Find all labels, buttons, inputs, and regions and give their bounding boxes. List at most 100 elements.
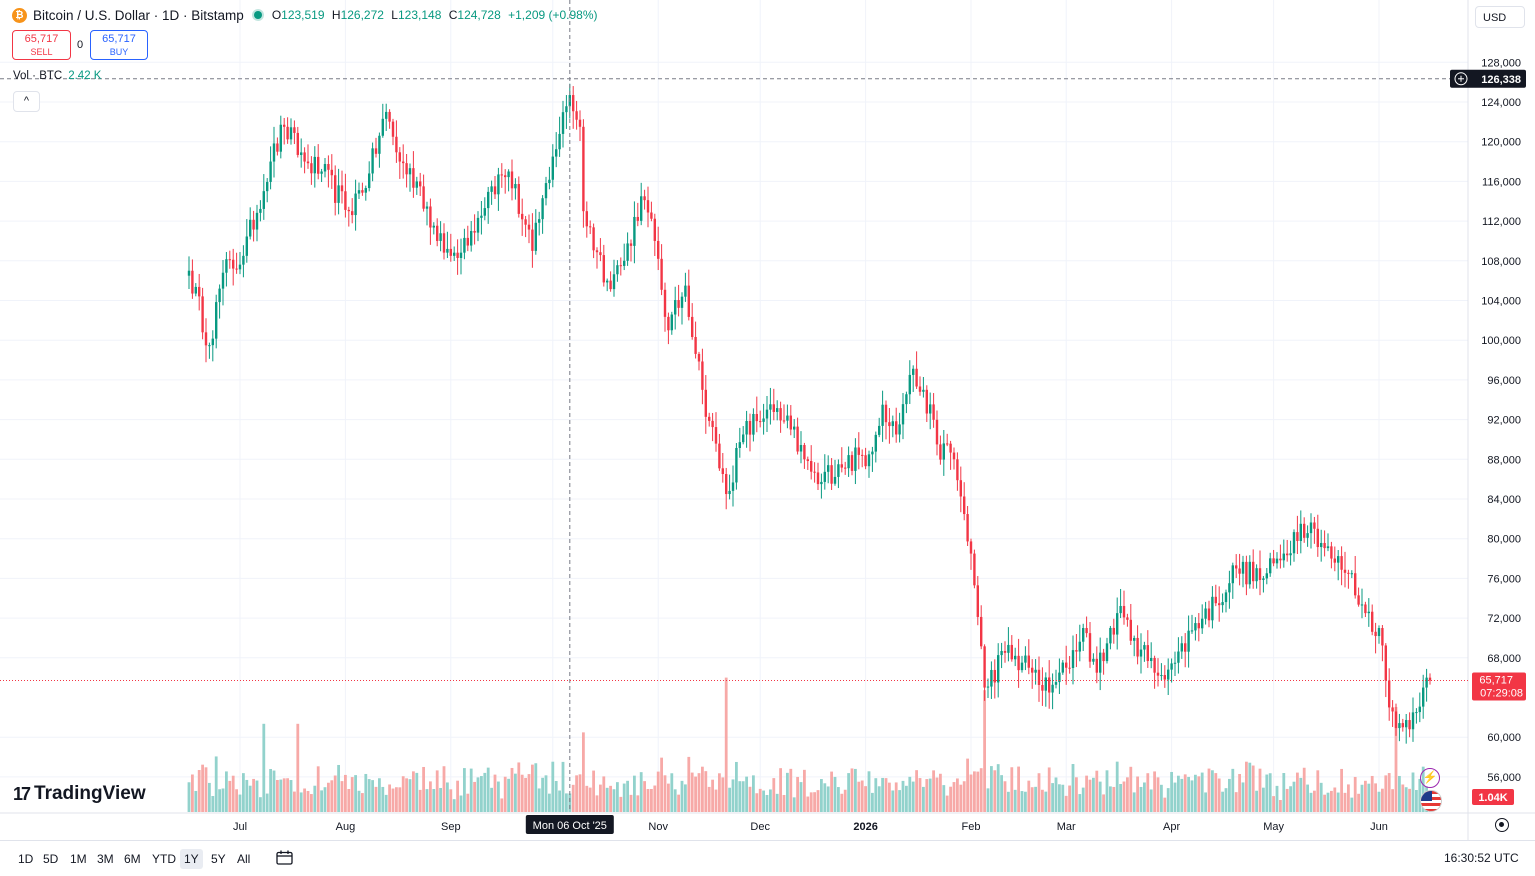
- volume-bar: [398, 787, 402, 812]
- candle-body: [1224, 592, 1228, 603]
- sell-label: SELL: [30, 47, 53, 57]
- candle-body: [1235, 565, 1238, 569]
- volume-bar: [888, 782, 891, 812]
- candle-body: [667, 316, 670, 331]
- range-button-all[interactable]: All: [237, 852, 251, 866]
- volume-bar: [1068, 785, 1071, 812]
- candle-body: [599, 252, 602, 256]
- candle-body: [555, 149, 558, 157]
- candle-body: [1350, 573, 1353, 575]
- candle-body: [674, 300, 677, 315]
- volume-bar: [466, 793, 470, 812]
- us-flag-icon[interactable]: [1420, 790, 1442, 812]
- volume-bar: [316, 766, 320, 812]
- candle-body: [895, 421, 898, 435]
- volume-legend[interactable]: Vol · BTC 2.42 K: [13, 70, 101, 82]
- volume-bar: [1347, 784, 1350, 812]
- candle-body: [1044, 677, 1047, 691]
- gear-icon[interactable]: [1495, 818, 1509, 832]
- candle-body: [1092, 658, 1095, 662]
- open-value: 123,519: [281, 8, 325, 22]
- volume-bar: [1374, 783, 1377, 812]
- volume-bar: [449, 789, 453, 812]
- sell-button[interactable]: 65,717 SELL: [12, 30, 71, 60]
- volume-bar: [1306, 784, 1309, 812]
- volume-badge: 1.04K: [1478, 792, 1507, 804]
- volume-bar: [922, 786, 925, 812]
- y-tick-label: 128,000: [1481, 57, 1521, 69]
- range-button-5d[interactable]: 5D: [43, 852, 59, 866]
- volume-bar: [782, 794, 786, 812]
- candle-body: [436, 225, 439, 241]
- candle-body: [1207, 608, 1211, 621]
- candle-body: [840, 464, 843, 468]
- volume-bar: [259, 797, 262, 812]
- volume-bar: [629, 794, 633, 812]
- candle-body: [595, 250, 599, 253]
- candle-body: [1071, 650, 1075, 669]
- volume-bar: [891, 790, 895, 812]
- candle-body: [449, 248, 452, 256]
- symbol-title[interactable]: Bitcoin / U.S. Dollar · 1D · Bitstamp: [33, 7, 244, 23]
- volume-bar: [201, 764, 204, 812]
- collapse-legend-button[interactable]: ^: [13, 91, 40, 112]
- volume-bar: [500, 798, 504, 812]
- candle-body: [1394, 711, 1398, 729]
- candle-body: [606, 280, 609, 283]
- candle-body: [1163, 675, 1166, 680]
- candle-body: [585, 211, 588, 227]
- range-button-1y[interactable]: 1Y: [180, 849, 203, 869]
- candle-body: [1105, 643, 1109, 662]
- utc-clock[interactable]: 16:30:52 UTC: [1444, 851, 1519, 865]
- volume-bar: [745, 776, 748, 812]
- volume-bar: [707, 786, 711, 812]
- range-button-1m[interactable]: 1M: [70, 852, 87, 866]
- candle-body: [442, 233, 446, 253]
- candle-body: [527, 224, 531, 230]
- currency-selector[interactable]: USD: [1475, 6, 1525, 28]
- market-status-icon[interactable]: [253, 11, 262, 19]
- candle-body: [211, 338, 214, 346]
- candle-body: [1309, 522, 1313, 534]
- candle-body: [602, 255, 605, 283]
- volume-bar: [595, 795, 599, 812]
- range-button-5y[interactable]: 5Y: [211, 852, 226, 866]
- calendar-range-icon[interactable]: [276, 850, 293, 865]
- candle-body: [374, 148, 378, 154]
- range-button-3m[interactable]: 3M: [97, 852, 114, 866]
- volume-bar: [1272, 796, 1275, 812]
- volume-bar: [327, 782, 330, 812]
- candle-body: [711, 420, 714, 428]
- countdown-label: 07:29:08: [1480, 687, 1523, 699]
- range-button-ytd[interactable]: YTD: [152, 852, 176, 866]
- symbol-header[interactable]: ₿ Bitcoin / U.S. Dollar · 1D · Bitstamp …: [12, 6, 598, 24]
- candle-body: [786, 415, 789, 421]
- volume-bar: [908, 776, 912, 812]
- volume-bar: [1391, 789, 1394, 812]
- candle-body: [912, 368, 915, 375]
- x-tick-label: Jun: [1370, 821, 1388, 833]
- candle-body: [483, 208, 486, 216]
- candle-body: [619, 265, 622, 267]
- chart-grid: [0, 0, 1468, 812]
- candlesticks: [187, 83, 1432, 744]
- candle-body: [1170, 663, 1173, 670]
- range-button-1d[interactable]: 1D: [18, 852, 34, 866]
- tradingview-logo[interactable]: 17 TradingView: [13, 783, 146, 805]
- volume-bar: [956, 778, 959, 812]
- volume-bar: [1282, 773, 1286, 812]
- volume-bar: [1126, 777, 1129, 812]
- candle-body: [480, 215, 483, 218]
- candle-body: [1143, 645, 1146, 650]
- flash-icon[interactable]: ⚡: [1420, 768, 1440, 788]
- volume-bar: [262, 723, 266, 812]
- volume-bar: [1058, 784, 1061, 812]
- volume-bar: [391, 788, 395, 812]
- candle-body: [419, 181, 422, 187]
- buy-button[interactable]: 65,717 BUY: [90, 30, 148, 60]
- range-button-6m[interactable]: 6M: [124, 852, 141, 866]
- volume-bar: [1384, 775, 1388, 812]
- candle-body: [1190, 630, 1194, 632]
- candle-body: [1377, 628, 1381, 637]
